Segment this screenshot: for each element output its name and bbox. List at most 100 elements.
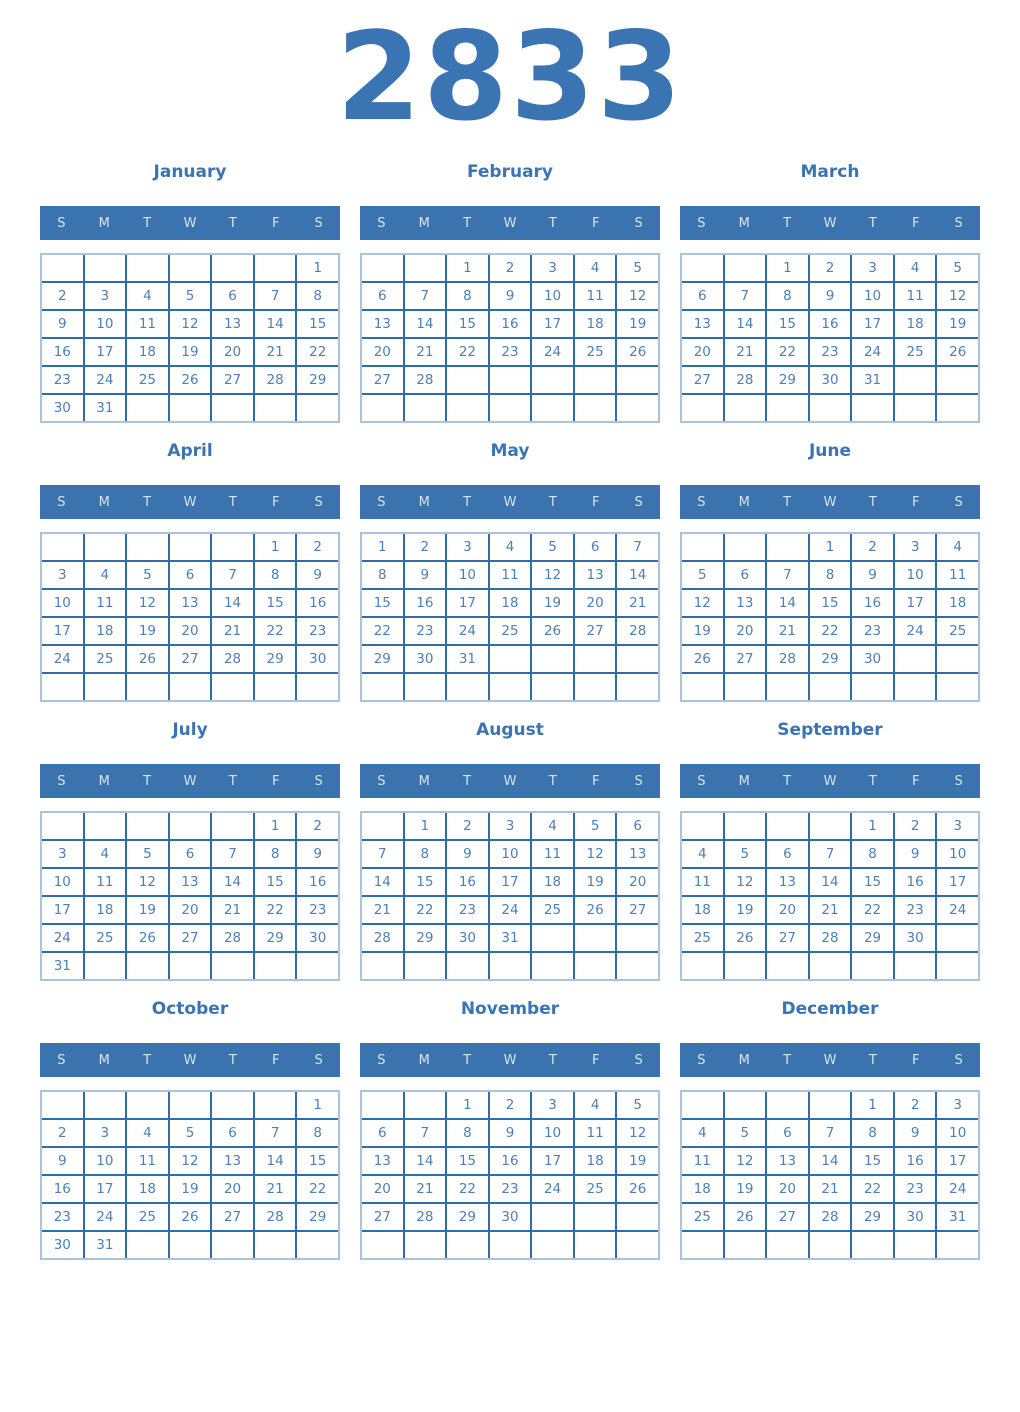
day-cell: 3 — [532, 1092, 573, 1118]
day-cell — [809, 953, 851, 979]
day-cell: 26 — [937, 339, 978, 365]
day-cell: 25 — [127, 367, 168, 393]
day-cell: 12 — [169, 311, 211, 337]
day-cell: 23 — [42, 367, 83, 393]
day-cell — [894, 953, 936, 979]
day-cell: 16 — [447, 869, 488, 895]
weekday-label: M — [738, 773, 750, 789]
day-cell: 10 — [894, 562, 936, 588]
day-cell: 6 — [169, 562, 211, 588]
day-cell: 25 — [489, 618, 531, 644]
day-cell: 27 — [767, 1204, 808, 1230]
day-cell: 23 — [297, 618, 338, 644]
day-cell — [362, 395, 403, 421]
day-cell: 1 — [809, 534, 851, 560]
weekday-label: T — [783, 773, 792, 789]
month-day-grid: 1 2 3 4 5 6 7 8 9 10 11 12 13 14 15 16 17 18 19 20 21 22 23 24 2… — [680, 811, 980, 981]
day-cell: 8 — [767, 283, 808, 309]
day-cell — [852, 395, 893, 421]
day-cell: 23 — [809, 339, 851, 365]
day-cell: 21 — [362, 897, 403, 923]
day-cell: 5 — [617, 255, 658, 281]
month-day-grid: 1 2 3 4 5 6 7 8 9 10 11 12 13 14 15 16 17 18 19 20 21 22 23 24 2… — [360, 532, 660, 702]
day-cell: 20 — [212, 339, 253, 365]
weekday-label: S — [954, 773, 963, 789]
day-cell: 24 — [84, 367, 126, 393]
day-cell — [574, 953, 616, 979]
day-cell: 20 — [682, 339, 723, 365]
day-cell: 29 — [767, 367, 808, 393]
day-cell — [447, 1232, 488, 1258]
day-cell: 1 — [852, 1092, 893, 1118]
day-cell: 20 — [212, 1176, 253, 1202]
day-cell: 17 — [852, 311, 893, 337]
day-cell: 4 — [574, 255, 616, 281]
weekday-label: T — [548, 215, 557, 231]
day-cell: 6 — [682, 283, 723, 309]
day-cell — [169, 1092, 211, 1118]
day-cell: 6 — [574, 534, 616, 560]
day-cell: 2 — [894, 813, 936, 839]
day-cell: 14 — [212, 869, 253, 895]
day-cell: 10 — [532, 283, 573, 309]
day-cell — [489, 674, 531, 700]
day-cell: 20 — [617, 869, 658, 895]
month-day-grid: 1 2 3 4 5 6 7 8 9 10 11 12 13 14 15 16 17 18 19 20 21 22 23 24 2… — [680, 1090, 980, 1260]
day-cell: 8 — [809, 562, 851, 588]
day-cell: 25 — [894, 339, 936, 365]
weekday-label: S — [634, 494, 643, 510]
day-cell: 7 — [362, 841, 403, 867]
weekday-label: S — [954, 494, 963, 510]
day-cell: 17 — [937, 1148, 978, 1174]
day-cell: 22 — [852, 897, 893, 923]
day-cell: 5 — [127, 841, 168, 867]
day-cell — [574, 674, 616, 700]
day-cell: 31 — [84, 1232, 126, 1258]
day-cell: 12 — [617, 1120, 658, 1146]
weekday-label: W — [823, 1052, 837, 1068]
day-cell — [682, 534, 723, 560]
month-day-grid: 1 2 3 4 5 6 7 8 9 10 11 12 13 14 15 16 17 18 19 20 21 22 23 24 2… — [40, 253, 340, 423]
weekday-label: S — [377, 773, 386, 789]
day-cell: 18 — [574, 1148, 616, 1174]
day-cell: 9 — [42, 311, 83, 337]
day-cell — [362, 813, 403, 839]
day-cell: 6 — [362, 283, 403, 309]
day-cell: 11 — [127, 1148, 168, 1174]
day-cell: 18 — [682, 1176, 723, 1202]
day-cell: 24 — [532, 1176, 573, 1202]
day-cell: 9 — [447, 841, 488, 867]
weekday-label: S — [634, 1052, 643, 1068]
day-cell: 28 — [254, 1204, 296, 1230]
day-cell: 11 — [84, 590, 126, 616]
day-cell: 29 — [254, 925, 296, 951]
weekday-label: T — [463, 215, 472, 231]
day-cell — [574, 1204, 616, 1230]
day-cell — [574, 367, 616, 393]
weekday-label: W — [183, 215, 197, 231]
day-cell — [767, 395, 808, 421]
day-cell — [617, 395, 658, 421]
day-cell: 23 — [489, 1176, 531, 1202]
day-cell: 18 — [489, 590, 531, 616]
weekday-label: M — [98, 215, 110, 231]
day-cell — [212, 395, 253, 421]
day-cell: 28 — [809, 1204, 851, 1230]
weekday-label: T — [228, 494, 237, 510]
day-cell: 5 — [724, 1120, 766, 1146]
day-cell — [42, 534, 83, 560]
day-cell: 26 — [574, 897, 616, 923]
day-cell: 9 — [489, 283, 531, 309]
day-cell: 16 — [404, 590, 446, 616]
weekday-label: W — [823, 215, 837, 231]
day-cell: 15 — [767, 311, 808, 337]
day-cell — [212, 1232, 253, 1258]
weekday-label: T — [463, 773, 472, 789]
day-cell: 11 — [489, 562, 531, 588]
day-cell: 29 — [362, 646, 403, 672]
day-cell: 16 — [42, 339, 83, 365]
